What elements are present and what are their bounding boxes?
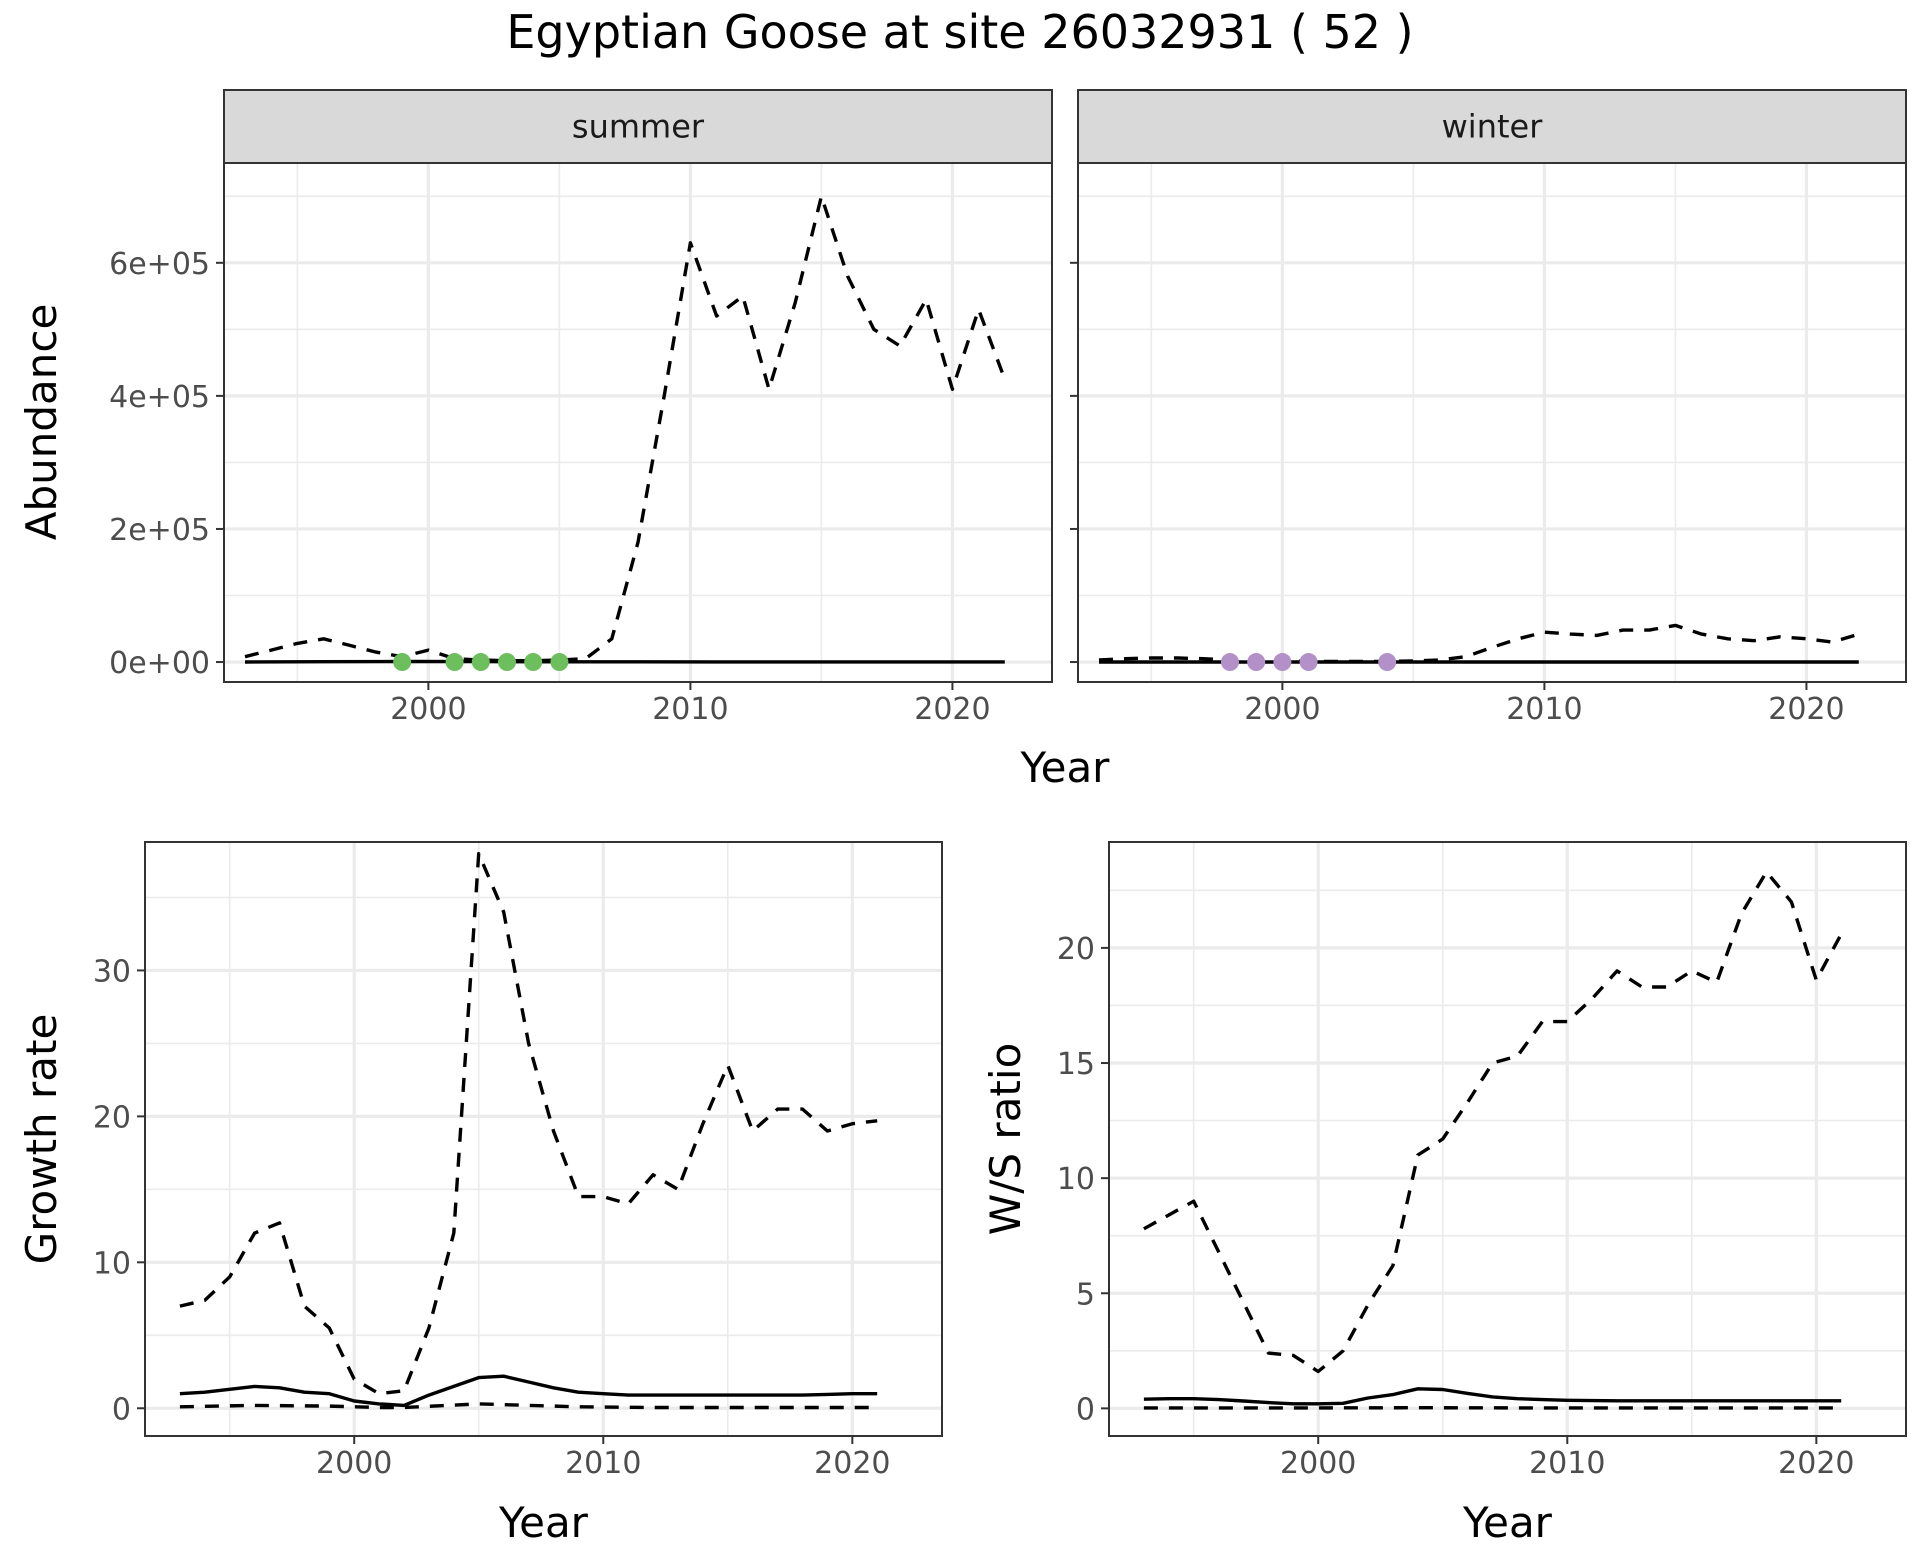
panel-background [1078, 163, 1906, 682]
y-tick-label: 10 [93, 1246, 131, 1281]
y-axis-title: Abundance [17, 304, 66, 541]
data-point [1273, 653, 1292, 672]
data-point [445, 653, 464, 672]
panel-background [1109, 842, 1906, 1436]
data-point [1247, 653, 1266, 672]
x-tick-label: 2020 [914, 692, 990, 727]
panel-border [1108, 841, 1907, 1437]
data-point [1378, 653, 1397, 672]
panel-background [224, 163, 1052, 682]
panel-growth-rate: 2000 2010 2020 0 10 20 30 Growth rate Year [17, 841, 943, 1547]
facet-strip [1077, 89, 1907, 164]
facet-strip-label: winter [1442, 108, 1544, 146]
y-tick-label: 0e+00 [109, 646, 210, 681]
panel-abundance-winter: winter 2000 2010 2020 [1070, 89, 1907, 727]
y-tick-label: 15 [1057, 1047, 1095, 1082]
x-axis-title: Year [1462, 1498, 1553, 1547]
data-point [497, 653, 516, 672]
facet-strip-label: summer [572, 108, 705, 146]
y-tick-label: 0 [1076, 1392, 1095, 1427]
panel-background [145, 842, 942, 1436]
y-tick-label: 6e+05 [109, 247, 210, 282]
data-point [1299, 653, 1318, 672]
y-tick-label: 20 [93, 1100, 131, 1135]
series-line-solid [1143, 1387, 1842, 1406]
y-tick-label: 4e+05 [109, 380, 210, 415]
series-line-solid [179, 1374, 878, 1408]
y-tick-label: 30 [93, 954, 131, 989]
data-point [393, 653, 412, 672]
facet-strip [223, 89, 1053, 164]
x-tick-label: 2000 [316, 1446, 392, 1481]
x-tick-label: 2000 [1244, 692, 1320, 727]
x-tick-label: 2020 [814, 1446, 890, 1481]
x-tick-label: 2010 [1506, 692, 1582, 727]
data-point [524, 653, 543, 672]
y-axis-title: W/S ratio [981, 1043, 1030, 1236]
panel-ws-ratio: 2000 2010 2020 0 5 10 15 20 W/S ratio Year [981, 841, 1907, 1547]
data-point [550, 653, 569, 672]
x-tick-label: 2000 [390, 692, 466, 727]
data-point [471, 653, 490, 672]
y-tick-label: 0 [112, 1392, 131, 1427]
x-axis-title: Year [498, 1498, 589, 1547]
y-tick-label: 5 [1076, 1277, 1095, 1312]
series-line-dashed [179, 852, 878, 1396]
x-tick-label: 2010 [652, 692, 728, 727]
y-tick-label: 10 [1057, 1162, 1095, 1197]
y-tick-label: 20 [1057, 932, 1095, 967]
series-line-dashed [244, 194, 1007, 663]
series-line-dashed [1143, 870, 1843, 1374]
x-axis-title: Year [1020, 743, 1111, 792]
series-line-solid [244, 659, 1005, 664]
x-tick-label: 2010 [565, 1446, 641, 1481]
y-tick-label: 2e+05 [109, 513, 210, 548]
x-tick-label: 2020 [1768, 692, 1844, 727]
data-point [1220, 653, 1239, 672]
x-tick-label: 2010 [1529, 1446, 1605, 1481]
panel-abundance-summer: summer 2000 2010 2020 0e+00 2e+05 4e+05 6e+05 Ab… [17, 89, 1111, 792]
x-tick-label: 2020 [1778, 1446, 1854, 1481]
x-tick-label: 2000 [1280, 1446, 1356, 1481]
figure-title: Egyptian Goose at site 26032931 ( 52 ) [506, 5, 1413, 59]
panel-border [144, 841, 943, 1437]
y-axis-title: Growth rate [17, 1014, 66, 1265]
series-line-dashed [179, 1402, 878, 1410]
